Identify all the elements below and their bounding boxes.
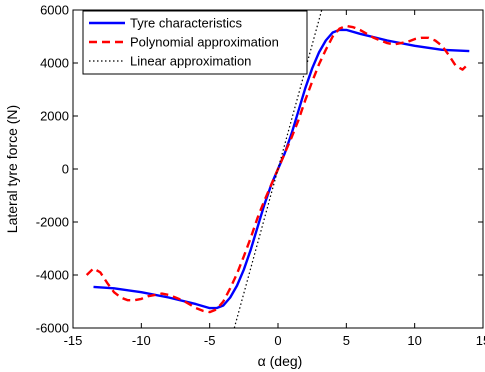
legend-label-linear-approximation: Linear approximation [130, 54, 251, 69]
y-tick-label: -2000 [36, 215, 69, 230]
y-tick-label: 4000 [40, 56, 69, 71]
x-axis-label: α (deg) [258, 353, 303, 369]
y-tick-label: -4000 [36, 268, 69, 283]
y-tick-label: 2000 [40, 109, 69, 124]
x-tick-label: 10 [407, 333, 421, 348]
axis-ticks: -15 -10 -5 0 5 10 15 -6000 -4000 -2000 0 2000 4000 60… [36, 3, 485, 349]
y-tick-label: 0 [62, 162, 69, 177]
legend-label-tyre-characteristics: Tyre characteristics [130, 16, 242, 31]
x-tick-label: -10 [132, 333, 151, 348]
plot-lines [85, 10, 471, 328]
x-tick-label: -15 [64, 333, 83, 348]
y-tick-label: 6000 [40, 3, 69, 18]
y-tick-label: -6000 [36, 321, 69, 336]
y-axis-label: Lateral tyre force (N) [4, 105, 20, 233]
legend: Tyre characteristics Polynomial approxim… [82, 10, 308, 75]
legend-label-polynomial-approximation: Polynomial approximation [130, 35, 279, 50]
x-tick-label: -5 [204, 333, 216, 348]
x-tick-label: 0 [274, 333, 281, 348]
x-tick-label: 5 [343, 333, 350, 348]
series-line-2 [233, 10, 323, 328]
x-tick-label: 15 [476, 333, 485, 348]
